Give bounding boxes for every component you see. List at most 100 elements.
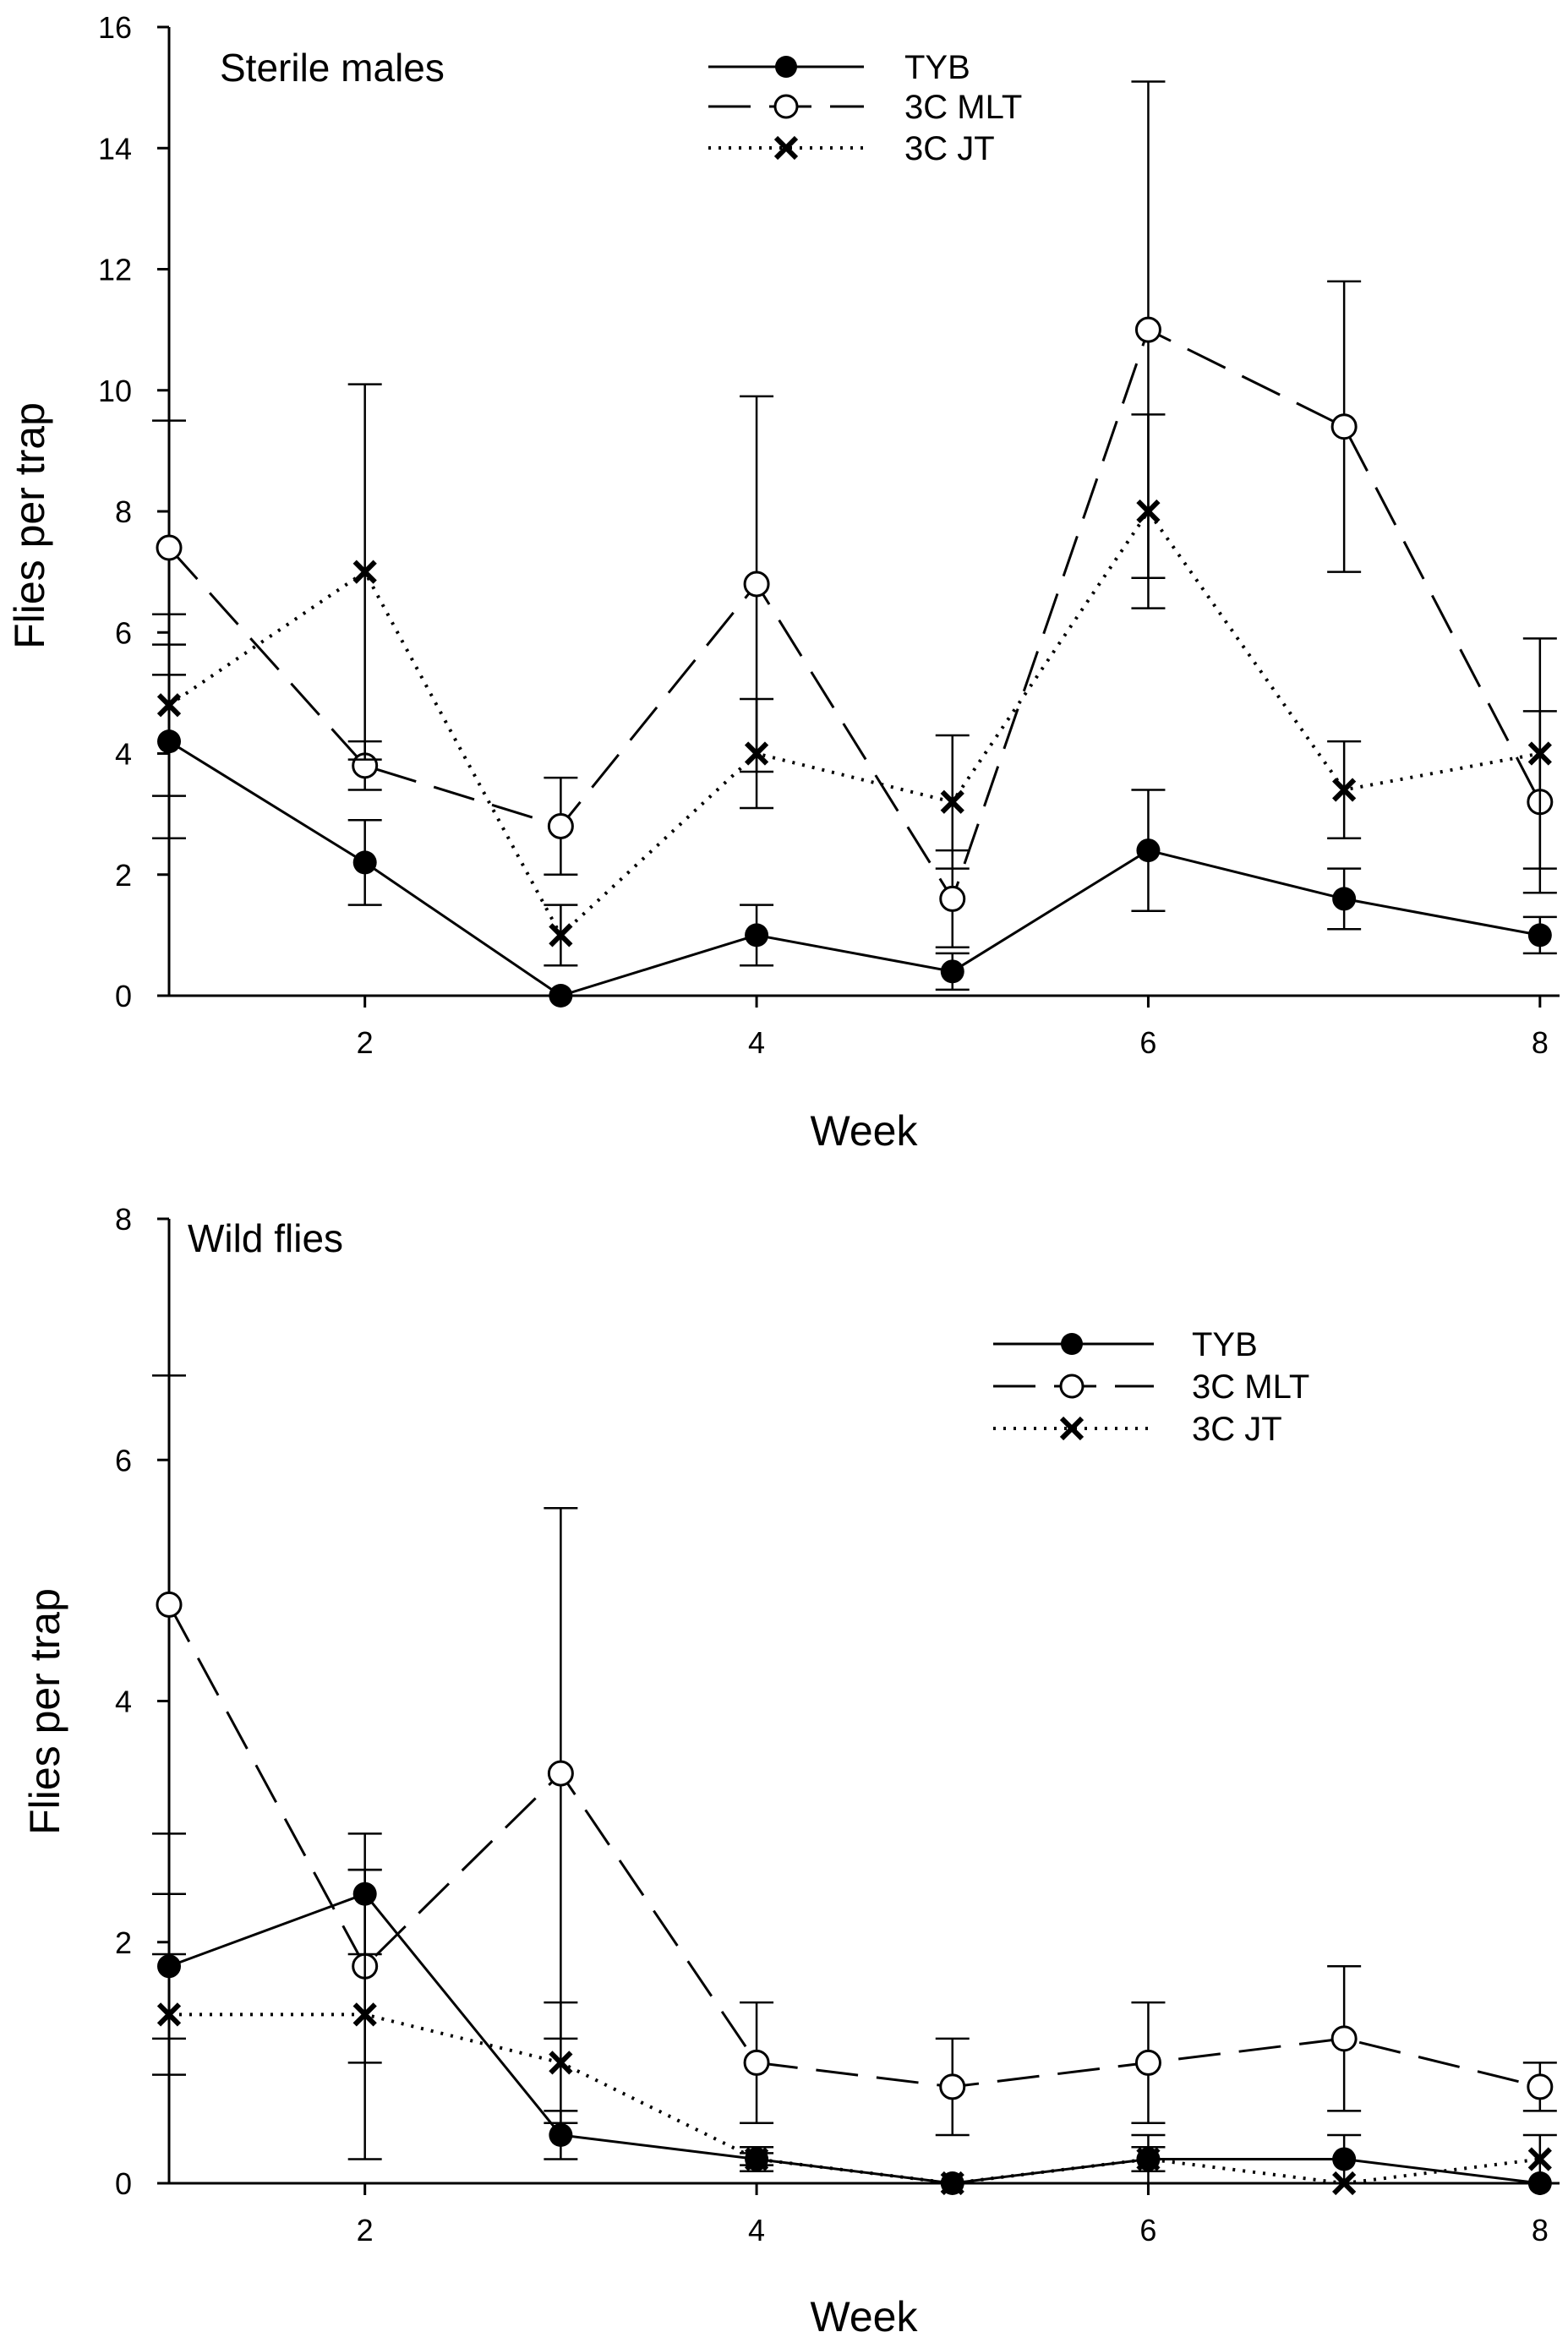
- data-point: [743, 2049, 770, 2076]
- data-point: [352, 560, 377, 584]
- y-tick-label: 0: [115, 979, 132, 1013]
- data-point: [549, 2051, 573, 2075]
- series-line: [167, 1603, 1541, 2089]
- x-axis-title: Week: [811, 1107, 919, 1155]
- data-point: [743, 571, 770, 598]
- data-point: [939, 885, 966, 912]
- legend-entry-3c-mlt: 3C MLT: [708, 89, 1022, 126]
- panel-title: Wild flies: [188, 1216, 343, 1260]
- cross-stroke: [156, 693, 182, 718]
- data-point: [549, 2122, 573, 2147]
- y-tick-label: 16: [98, 10, 132, 45]
- y-tick-label: 4: [115, 737, 132, 772]
- x-tick-label: 2: [357, 2213, 374, 2247]
- cross-stroke: [1136, 2147, 1161, 2171]
- legend-marker-open-circle: [1059, 1374, 1084, 1399]
- data-point: [156, 2002, 182, 2027]
- data-point: [352, 2002, 377, 2027]
- cross-stroke: [156, 2002, 182, 2027]
- y-tick-label: 10: [98, 374, 132, 408]
- cross-stroke: [940, 789, 964, 814]
- data-point: [1330, 413, 1358, 440]
- plot-area: 0 2 4 6 8 10 12 14 16 2 4 6 8: [98, 10, 1560, 1060]
- data-point: [744, 741, 769, 766]
- data-point: [547, 812, 574, 839]
- data-point: [939, 2073, 966, 2100]
- data-point: [940, 959, 964, 984]
- legend-label: 3C MLT: [904, 89, 1022, 126]
- cross-stroke: [352, 560, 377, 584]
- data-point: [547, 1760, 574, 1787]
- cross-stroke: [1527, 741, 1552, 766]
- series-line: [167, 508, 1541, 938]
- x-tick-label: 6: [1139, 2213, 1156, 2247]
- data-point: [156, 693, 182, 718]
- data-point: [1527, 2147, 1552, 2171]
- x-tick-label: 4: [748, 2213, 765, 2247]
- x-tick-label: 8: [1532, 2213, 1549, 2247]
- series-line: [167, 328, 1542, 902]
- cross-stroke: [1527, 2147, 1552, 2171]
- data-point: [745, 923, 769, 948]
- y-tick-label: 14: [98, 131, 132, 166]
- legend-entry-tyb: TYB: [708, 49, 970, 86]
- series-3c-mlt: [152, 1374, 1557, 2137]
- data-point: [940, 2171, 964, 2196]
- series-3c-jt: [152, 383, 1557, 967]
- data-point: [1527, 2073, 1554, 2100]
- series-line: [168, 740, 1541, 997]
- y-tick-label: 8: [115, 494, 132, 529]
- x-tick-label: 2: [357, 1025, 374, 1060]
- legend-label: 3C MLT: [1192, 1368, 1309, 1406]
- x-tick-label: 4: [748, 1025, 765, 1060]
- legend-marker-cross: [773, 135, 799, 161]
- y-axis-title: Flies per trap: [6, 402, 53, 649]
- panel-title: Sterile males: [220, 46, 445, 90]
- legend-entry-3c-jt: 3C JT: [708, 130, 995, 167]
- chart-wild-flies: Wild flies 0 2 4 6 8 2 4 6 8 Week Flies per trap…: [21, 1202, 1560, 2340]
- data-point: [1330, 2025, 1358, 2052]
- data-point: [1332, 2171, 1357, 2196]
- data-point: [549, 984, 573, 1008]
- cross-stroke: [940, 2171, 964, 2196]
- y-axis-title: Flies per trap: [21, 1588, 68, 1835]
- legend-marker-filled-circle: [775, 56, 797, 78]
- data-point: [1136, 2147, 1161, 2171]
- legend: TYB 3C MLT 3C JT: [708, 49, 1022, 167]
- legend-label: TYB: [1192, 1326, 1258, 1363]
- cross-stroke: [352, 2002, 377, 2027]
- data-point: [352, 850, 377, 875]
- data-point: [1136, 499, 1161, 524]
- x-axis-title: Week: [811, 2293, 919, 2340]
- data-point: [940, 789, 964, 814]
- legend: TYB 3C MLT 3C JT: [993, 1326, 1309, 1448]
- legend-entry-3c-jt: 3C JT: [993, 1411, 1282, 1448]
- y-tick-label: 12: [98, 253, 132, 287]
- legend-entry-3c-mlt: 3C MLT: [993, 1368, 1309, 1406]
- data-point: [744, 2147, 769, 2171]
- plot-area: 0 2 4 6 8 2 4 6 8: [115, 1202, 1560, 2247]
- cross-stroke: [744, 2147, 769, 2171]
- data-point: [1332, 2147, 1357, 2171]
- y-tick-label: 6: [115, 1443, 132, 1477]
- cross-stroke: [1136, 499, 1161, 524]
- legend-label: TYB: [904, 49, 970, 86]
- chart-sterile-males: Sterile males 0 2 4 6 8 10 12 14 16 2 4 6 8 Week Fli…: [6, 10, 1560, 1155]
- y-tick-label: 8: [115, 1202, 132, 1237]
- data-point: [1332, 778, 1357, 802]
- legend-marker-filled-circle: [1061, 1333, 1083, 1355]
- data-point: [549, 923, 573, 948]
- cross-stroke: [744, 741, 769, 766]
- series-3c-jt: [152, 1868, 1557, 2196]
- data-point: [1134, 316, 1161, 343]
- series-tyb: [152, 643, 1557, 1008]
- legend-marker-open-circle: [773, 94, 799, 119]
- data-point: [156, 1591, 183, 1618]
- x-tick-label: 6: [1139, 1025, 1156, 1060]
- data-point: [1527, 741, 1552, 766]
- legend-label: 3C JT: [904, 130, 995, 167]
- y-tick-label: 2: [115, 1925, 132, 1960]
- cross-stroke: [549, 923, 573, 948]
- x-tick-label: 8: [1532, 1025, 1549, 1060]
